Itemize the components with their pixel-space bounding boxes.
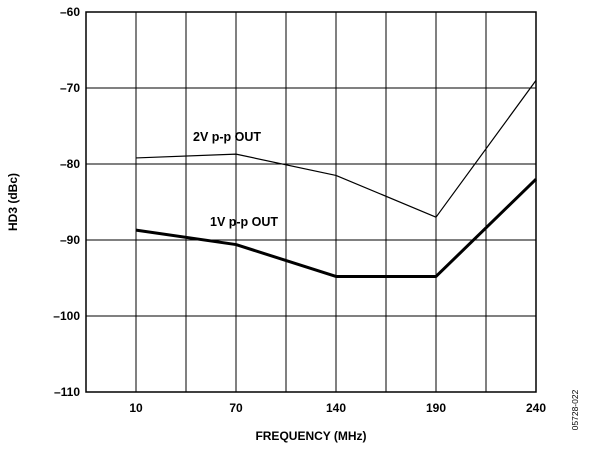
figure-id: 05728-022 [570,389,580,430]
y-tick-label: –70 [60,81,80,95]
grid-lines [86,12,536,392]
y-tick-label: –110 [54,385,80,399]
series-line-2v-pp-out [135,80,537,218]
y-axis-label: HD3 (dBc) [6,173,20,231]
y-tick-label: –80 [60,157,80,171]
annotation-2v-pp-out: 2V p-p OUT [193,130,261,144]
x-tick-label: 70 [229,401,243,415]
plot-frame [85,11,537,393]
x-tick-label: 190 [426,401,446,415]
y-tick-label: –60 [60,5,80,19]
y-tick-label: –90 [60,233,80,247]
y-tick-labels: –60 –70 –80 –90 –100 –110 [53,5,80,399]
x-tick-label: 140 [326,401,346,415]
y-tick-label: –100 [53,309,80,323]
annotation-1v-pp-out: 1V p-p OUT [210,215,278,229]
x-tick-label: 10 [129,401,143,415]
x-axis-label: FREQUENCY (MHz) [255,429,366,443]
series-line-1v-pp-out [135,178,538,278]
x-tick-labels: 10 70 140 190 240 [129,401,546,415]
series-lines [135,80,538,278]
x-tick-label: 240 [526,401,546,415]
